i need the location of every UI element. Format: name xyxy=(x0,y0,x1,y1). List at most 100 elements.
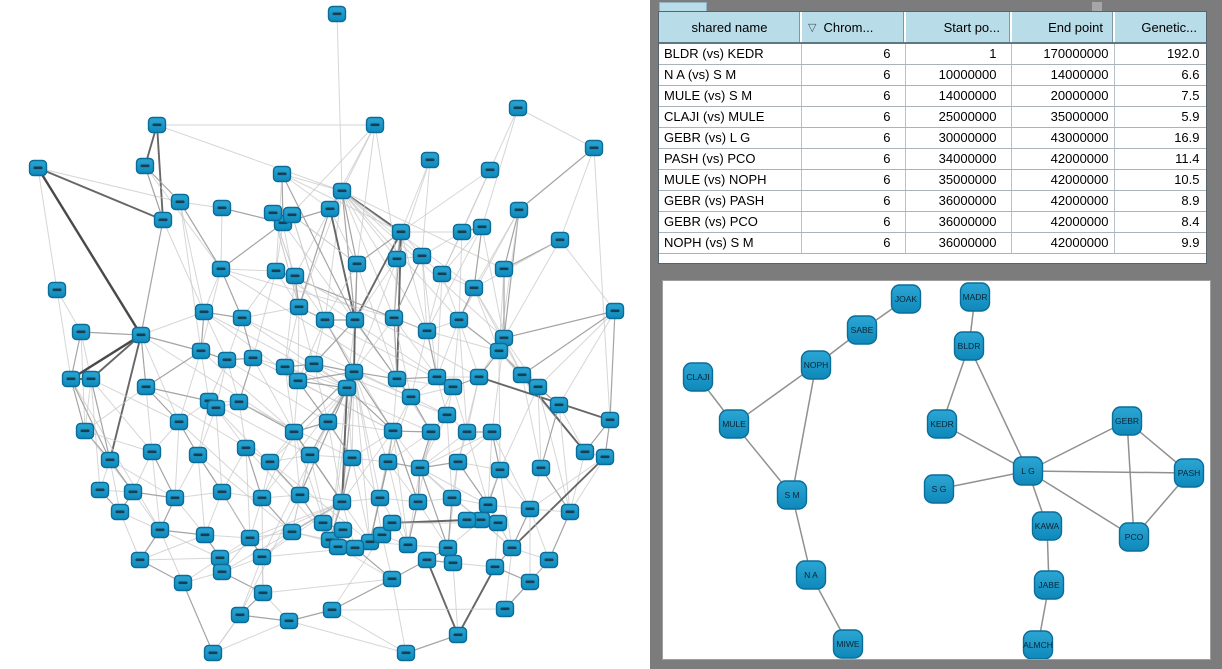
graph-node[interactable] xyxy=(959,282,991,312)
table-row[interactable]: CLAJI (vs) MULE 6 25000000 35000000 5.9 xyxy=(659,106,1206,128)
table-cell[interactable]: 192.0 xyxy=(1114,43,1206,65)
graph-node[interactable] xyxy=(953,331,985,361)
graph-node[interactable] xyxy=(832,629,864,659)
graph-node[interactable] xyxy=(926,409,958,439)
table-row[interactable]: N A (vs) S M 6 10000000 14000000 6.6 xyxy=(659,64,1206,86)
table-cell[interactable]: MULE (vs) S M xyxy=(659,85,802,107)
table-cell[interactable]: 6.6 xyxy=(1114,64,1206,86)
table-cell[interactable]: GEBR (vs) PCO xyxy=(659,211,802,233)
graph-node[interactable] xyxy=(846,315,878,345)
table-cell[interactable]: BLDR (vs) KEDR xyxy=(659,43,802,65)
table-cell[interactable]: 6 xyxy=(801,190,906,212)
table-cell[interactable]: 43000000 xyxy=(1011,127,1115,149)
table-cell[interactable]: 11.4 xyxy=(1114,148,1206,170)
table-cell[interactable]: 35000000 xyxy=(1011,106,1115,128)
graph-node[interactable] xyxy=(682,362,714,392)
table-cell[interactable]: 6 xyxy=(801,85,906,107)
column-header-4[interactable]: End point xyxy=(1011,12,1115,44)
table-cell[interactable]: 1 xyxy=(905,43,1012,65)
graph-edge xyxy=(159,529,184,584)
table-cell[interactable]: 6 xyxy=(801,127,906,149)
table-cell[interactable]: 35000000 xyxy=(905,169,1012,191)
column-header-3[interactable]: Start po... xyxy=(905,12,1012,44)
table-cell[interactable]: 6 xyxy=(801,43,906,65)
table-cell[interactable]: 6 xyxy=(801,169,906,191)
graph-edge xyxy=(353,371,412,398)
graph-node[interactable] xyxy=(1173,458,1205,488)
graph-edge xyxy=(245,447,263,499)
table-row[interactable]: MULE (vs) NOPH 6 35000000 42000000 10.5 xyxy=(659,169,1206,191)
table-cell[interactable]: 42000000 xyxy=(1011,232,1115,254)
graph-node[interactable] xyxy=(1033,570,1065,600)
table-cell[interactable]: NOPH (vs) S M xyxy=(659,232,802,254)
table-row[interactable]: NOPH (vs) S M 6 36000000 42000000 9.9 xyxy=(659,232,1206,254)
table-cell[interactable]: 5.9 xyxy=(1114,106,1206,128)
graph-node-label-glyph xyxy=(175,200,185,204)
table-cell[interactable]: PASH (vs) PCO xyxy=(659,148,802,170)
graph-node[interactable] xyxy=(890,284,922,314)
graph-edge xyxy=(473,226,483,289)
table-cell[interactable]: GEBR (vs) PASH xyxy=(659,190,802,212)
table-cell[interactable]: 7.5 xyxy=(1114,85,1206,107)
graph-node[interactable] xyxy=(1012,456,1044,486)
table-row[interactable]: PASH (vs) PCO 6 34000000 42000000 11.4 xyxy=(659,148,1206,170)
table-cell[interactable]: 6 xyxy=(801,211,906,233)
table-tab-fragment[interactable] xyxy=(659,2,707,12)
graph-node[interactable] xyxy=(776,480,808,510)
table-cell[interactable]: 14000000 xyxy=(905,85,1012,107)
table-cell[interactable]: 34000000 xyxy=(905,148,1012,170)
table-cell[interactable]: 170000000 xyxy=(1011,43,1115,65)
filter-icon[interactable]: ▽ xyxy=(808,21,817,34)
table-cell[interactable]: 8.9 xyxy=(1114,190,1206,212)
table-cell[interactable]: 42000000 xyxy=(1011,148,1115,170)
table-row[interactable]: BLDR (vs) KEDR 6 1 170000000 192.0 xyxy=(659,43,1206,65)
table-cell[interactable]: GEBR (vs) L G xyxy=(659,127,802,149)
column-header-1[interactable]: shared name xyxy=(659,12,802,44)
table-cell[interactable]: 25000000 xyxy=(905,106,1012,128)
table-cell[interactable]: 16.9 xyxy=(1114,127,1206,149)
table-cell[interactable]: 9.9 xyxy=(1114,232,1206,254)
table-cell[interactable]: 36000000 xyxy=(905,232,1012,254)
column-header-2[interactable]: ▽ Chrom... xyxy=(801,12,906,44)
graph-node[interactable] xyxy=(1022,630,1054,659)
graph-node[interactable] xyxy=(718,409,750,439)
graph-node[interactable] xyxy=(795,560,827,590)
graph-edge xyxy=(356,263,398,380)
graph-node[interactable] xyxy=(1111,406,1143,436)
graph-edge xyxy=(346,387,394,432)
table-cell[interactable]: 6 xyxy=(801,232,906,254)
table-cell[interactable]: 42000000 xyxy=(1011,169,1115,191)
table-cell[interactable]: 10000000 xyxy=(905,64,1012,86)
table-cell[interactable]: CLAJI (vs) MULE xyxy=(659,106,802,128)
table-cell[interactable]: 30000000 xyxy=(905,127,1012,149)
column-header-5[interactable]: Genetic... xyxy=(1114,12,1206,44)
table-cell[interactable]: 42000000 xyxy=(1011,211,1115,233)
graph-edge xyxy=(457,376,480,463)
graph-node[interactable] xyxy=(1031,511,1063,541)
table-cell[interactable]: MULE (vs) NOPH xyxy=(659,169,802,191)
graph-edge xyxy=(162,219,205,313)
graph-node[interactable] xyxy=(923,474,955,504)
graph-node[interactable] xyxy=(800,350,832,380)
table-cell[interactable]: 6 xyxy=(801,148,906,170)
graph-node-label-glyph xyxy=(105,458,115,462)
graph-node-label-glyph xyxy=(415,466,425,470)
table-row[interactable]: GEBR (vs) PCO 6 36000000 42000000 8.4 xyxy=(659,211,1206,233)
table-row[interactable]: GEBR (vs) PASH 6 36000000 42000000 8.9 xyxy=(659,190,1206,212)
graph-node-label-glyph xyxy=(555,238,565,242)
table-cell[interactable]: 14000000 xyxy=(1011,64,1115,86)
network-overview-canvas[interactable] xyxy=(0,0,650,669)
table-row[interactable]: MULE (vs) S M 6 14000000 20000000 7.5 xyxy=(659,85,1206,107)
table-cell[interactable]: 6 xyxy=(801,64,906,86)
graph-node[interactable] xyxy=(1118,522,1150,552)
table-cell[interactable]: 36000000 xyxy=(905,190,1012,212)
network-detail-canvas[interactable]: JOAK MADR SABE BLDR NOPH CLAJI MULE KEDR GEBR L G… xyxy=(663,281,1210,659)
table-cell[interactable]: 8.4 xyxy=(1114,211,1206,233)
table-cell[interactable]: N A (vs) S M xyxy=(659,64,802,86)
table-cell[interactable]: 6 xyxy=(801,106,906,128)
table-cell[interactable]: 20000000 xyxy=(1011,85,1115,107)
table-cell[interactable]: 42000000 xyxy=(1011,190,1115,212)
table-row[interactable]: GEBR (vs) L G 6 30000000 43000000 16.9 xyxy=(659,127,1206,149)
table-cell[interactable]: 36000000 xyxy=(905,211,1012,233)
table-cell[interactable]: 10.5 xyxy=(1114,169,1206,191)
